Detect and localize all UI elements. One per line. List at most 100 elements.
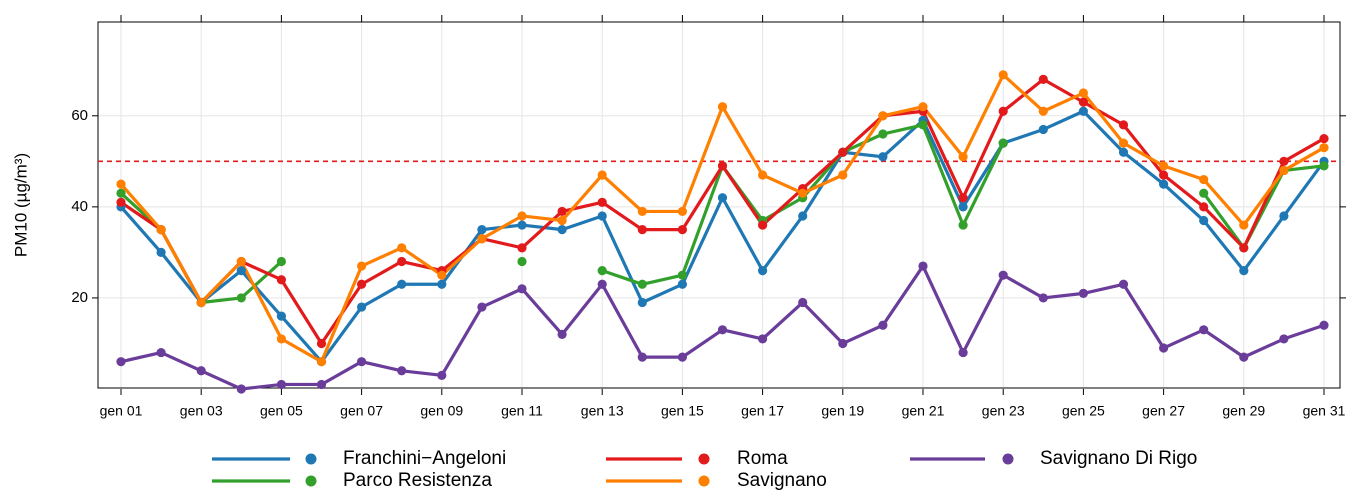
data-point [1199, 202, 1209, 212]
data-point [116, 188, 126, 198]
legend-label: Roma [737, 448, 788, 469]
data-point [357, 357, 367, 367]
data-point [357, 279, 367, 289]
y-tick-label: 60 [71, 107, 88, 124]
data-point [597, 279, 607, 289]
legend-label: Savignano [737, 470, 827, 490]
data-point [517, 243, 527, 253]
y-tick-label: 20 [71, 289, 88, 306]
data-point [557, 329, 567, 339]
data-point [918, 120, 928, 130]
data-point [1118, 147, 1129, 157]
data-point [717, 161, 728, 171]
data-point [517, 256, 527, 267]
data-point [597, 266, 607, 276]
plot-frame [97, 21, 1341, 389]
data-point [1319, 133, 1329, 144]
y-tick-label: 40 [71, 198, 88, 215]
data-point [958, 202, 968, 212]
data-point [637, 279, 647, 289]
data-point [316, 357, 327, 367]
data-point [196, 366, 206, 376]
data-point [838, 147, 848, 157]
data-point [717, 193, 728, 203]
data-point [1118, 120, 1129, 130]
data-point [236, 293, 246, 303]
data-point [557, 225, 567, 235]
data-point [637, 225, 647, 235]
data-point [597, 197, 607, 207]
data-point [477, 225, 487, 235]
data-point [838, 170, 848, 180]
data-point [116, 179, 126, 189]
data-point [1078, 288, 1088, 298]
data-point [758, 220, 768, 230]
data-point [958, 152, 968, 162]
data-point [758, 266, 768, 276]
x-tick-label: gen 23 [982, 403, 1025, 419]
data-point [1239, 243, 1249, 253]
data-point [156, 247, 166, 257]
data-point [316, 379, 327, 390]
data-point [557, 215, 567, 226]
data-point [196, 297, 206, 308]
data-point [878, 129, 888, 139]
data-point [958, 193, 968, 203]
data-point [717, 102, 728, 112]
data-point [557, 206, 567, 217]
data-point [798, 297, 808, 308]
x-tick-label: gen 25 [1062, 403, 1105, 419]
data-point [1038, 124, 1048, 135]
data-point [1279, 165, 1289, 176]
data-point [276, 379, 286, 390]
x-tick-label: gen 21 [902, 403, 945, 419]
x-tick-label: gen 01 [100, 403, 143, 419]
data-point [1199, 325, 1209, 335]
data-point [1159, 161, 1169, 171]
legend-label: Parco Resistenza [343, 470, 492, 490]
data-point [116, 197, 126, 207]
data-point [357, 261, 367, 271]
data-point [1279, 211, 1289, 221]
data-point [998, 106, 1008, 116]
data-point [156, 347, 166, 358]
data-point [517, 220, 527, 230]
data-point [758, 334, 768, 344]
data-point [276, 256, 286, 267]
x-tick-label: gen 29 [1222, 403, 1265, 419]
data-point [477, 302, 487, 312]
data-point [1078, 88, 1088, 98]
x-tick-label: gen 09 [420, 403, 463, 419]
data-point [357, 302, 367, 312]
data-point [397, 243, 407, 253]
data-point [1078, 97, 1088, 107]
data-point [437, 270, 447, 280]
x-tick-label: gen 19 [821, 403, 864, 419]
data-point [116, 357, 126, 367]
y-axis-title: PM10 (µg/m³) [11, 153, 30, 257]
data-point [597, 170, 607, 180]
series-line [120, 77, 1325, 346]
data-point [1239, 220, 1249, 230]
data-point [1118, 279, 1129, 289]
data-point [637, 206, 647, 217]
data-point [1159, 170, 1169, 180]
legend-marker [1002, 453, 1014, 465]
data-point [517, 284, 527, 294]
data-point [316, 338, 327, 349]
data-point [878, 320, 888, 330]
data-point [677, 225, 688, 235]
data-point [437, 279, 447, 289]
data-point [397, 256, 407, 267]
x-tick-label: gen 27 [1142, 403, 1185, 419]
data-point [1319, 161, 1329, 171]
data-point [276, 275, 286, 285]
data-point [998, 138, 1008, 148]
legend-marker [305, 453, 317, 465]
legend-marker [305, 475, 317, 487]
x-tick-label: gen 11 [501, 403, 543, 419]
data-point [1199, 215, 1209, 226]
x-tick-label: gen 17 [741, 403, 784, 419]
data-point [517, 211, 527, 221]
x-tick-label: gen 31 [1303, 403, 1346, 419]
